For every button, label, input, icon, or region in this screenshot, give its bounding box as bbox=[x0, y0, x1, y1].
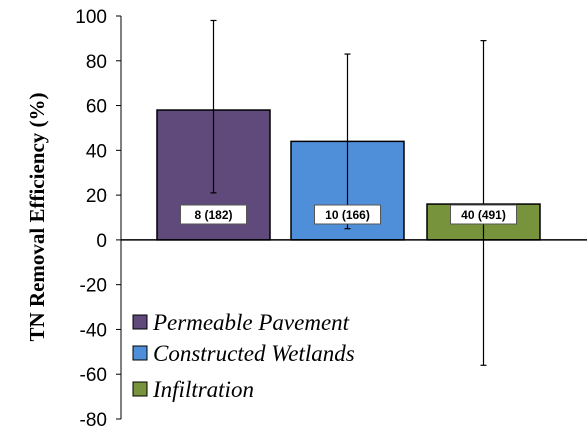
legend-label: Constructed Wetlands bbox=[153, 341, 355, 366]
legend-label: Permeable Pavement bbox=[152, 310, 350, 335]
legend-swatch bbox=[132, 314, 148, 330]
y-tick-label: 40 bbox=[86, 141, 107, 162]
legend-label: Infiltration bbox=[152, 377, 254, 402]
error-bars bbox=[210, 19, 487, 366]
y-tick-label: 20 bbox=[86, 186, 107, 207]
y-tick-label: -80 bbox=[80, 410, 107, 431]
y-tick-label: -60 bbox=[80, 365, 107, 386]
data-label-background bbox=[314, 204, 381, 225]
data-label-background bbox=[180, 204, 247, 225]
data-label: 40 (491) bbox=[461, 208, 506, 222]
legend-item: Permeable Pavement bbox=[132, 310, 350, 335]
y-tick-label: 80 bbox=[86, 52, 107, 73]
data-label-box: 10 (166) bbox=[314, 204, 381, 225]
legend-item: Infiltration bbox=[132, 377, 254, 402]
data-label-box: 40 (491) bbox=[450, 204, 517, 225]
data-label: 8 (182) bbox=[194, 208, 232, 222]
data-label: 10 (166) bbox=[325, 208, 370, 222]
y-tick-label: 60 bbox=[86, 97, 107, 118]
y-tick-label: 100 bbox=[75, 7, 107, 28]
data-label-box: 8 (182) bbox=[180, 204, 247, 225]
axes bbox=[120, 16, 587, 419]
y-tick-label: -40 bbox=[80, 320, 107, 341]
y-axis-ticks: 100 80 60 40 20 0 -20 -40 -60 -80 bbox=[75, 7, 121, 431]
legend: Permeable Pavement Constructed Wetlands In… bbox=[132, 310, 355, 402]
legend-swatch bbox=[132, 381, 148, 397]
y-tick-label: -20 bbox=[80, 276, 107, 297]
legend-swatch bbox=[132, 345, 148, 361]
y-tick-label: 0 bbox=[96, 231, 107, 252]
y-axis-title: TN Removal Efficiency (%) bbox=[25, 92, 49, 341]
data-labels: 8 (182) 10 (166) 40 (491) bbox=[180, 204, 517, 225]
data-label-background bbox=[450, 204, 517, 225]
legend-item: Constructed Wetlands bbox=[132, 341, 355, 366]
